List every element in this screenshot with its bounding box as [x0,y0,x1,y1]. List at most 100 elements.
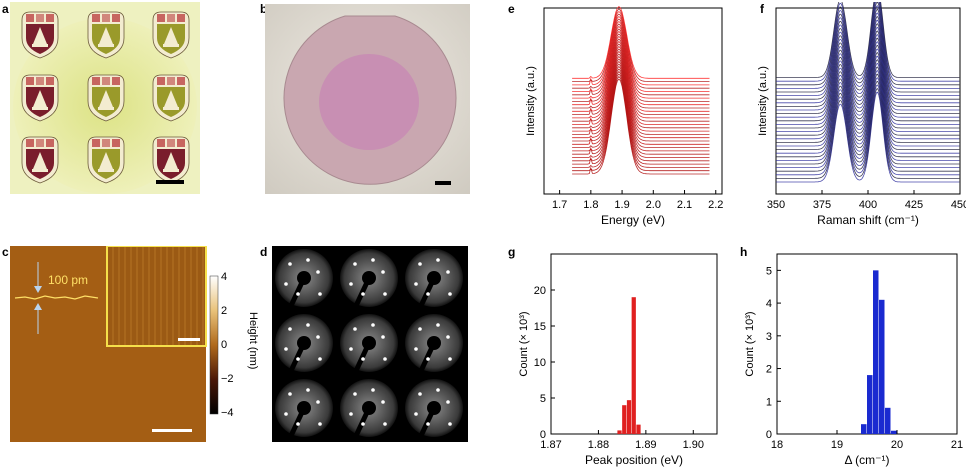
y-tick-label: 4 [766,298,772,310]
raman-spectrum-line [776,66,960,158]
logo-array-image [10,2,200,194]
pl-spectrum-line [572,55,710,145]
raman-spectrum-line [776,48,960,140]
pl-spectrum-line [572,73,710,168]
histogram-bar [617,430,622,434]
x-tick-label: 1.8 [583,199,598,211]
afm-height-map: 100 pm 4 2 0 −2 −4 Height (nm) [10,245,259,442]
histogram-bar [626,400,632,434]
scale-bar [435,181,451,185]
histogram-bar [861,424,867,434]
pl-spectrum-line [572,33,710,115]
pl-spectrum-line [572,18,710,96]
x-tick-label: 1.90 [683,439,704,451]
colorbar [209,275,219,415]
y-tick-label: 15 [534,321,546,333]
pl-spectrum-line [572,23,710,102]
y-tick-label: 5 [540,393,546,405]
panel-label-f: f [760,2,764,16]
x-axis-label: Raman shift (cm⁻¹) [817,213,919,227]
raman-spectrum-line [776,26,960,118]
pl-spectrum-line [572,8,710,82]
raman-spectrum-line [776,52,960,143]
x-axis-label: Energy (eV) [601,213,665,227]
chart-e: 1.7 1.8 1.9 2.0 2.1 2.2 Energy (eV) Intensity (… [525,5,723,227]
pl-spectrum-line [572,63,710,155]
x-tick-label: 450 [951,199,966,211]
y-tick-label: 0 [540,429,546,441]
x-tick-label: 1.89 [635,439,656,451]
colorbar-tick-neg2: −2 [221,373,234,385]
panel-label-d: d [260,245,268,259]
colorbar-tick-2: 2 [221,305,227,317]
diffraction-tile [405,249,463,310]
diffraction-pattern-grid [272,246,468,442]
x-tick-label: 2.2 [708,199,723,211]
pl-spectrum-line [572,68,710,162]
raman-spectrum-line [776,37,960,129]
pl-spectrum-line [572,15,710,92]
x-tick-label: 2.0 [646,199,661,211]
raman-spectrum-line [776,30,960,122]
raman-spectrum-line [776,0,960,78]
raman-spectrum-line [776,73,960,165]
x-tick-label: 21 [951,439,963,451]
pl-spectrum-line [572,5,710,79]
shield-logo-icon [152,136,190,184]
histogram-bar [891,430,897,434]
panel-f-raman-spectra: 350 375 400 425 450 Raman shift (cm⁻¹) Intensi… [740,0,969,237]
diffraction-tile [405,314,463,375]
pl-spectrum-line [572,75,710,172]
shield-logo-icon [21,11,59,59]
pl-spectrum-line [572,43,710,129]
x-tick-label: 18 [771,439,783,451]
raman-spectrum-line [776,0,960,82]
raman-spectrum-line [776,1,960,93]
diffraction-tile [275,379,333,440]
raman-spectrum-line [776,59,960,150]
x-tick-label: 1.7 [552,199,567,211]
shield-logo-icon [152,74,190,122]
panel-d-diffraction-grid [272,246,468,442]
x-tick-label: 375 [813,199,831,211]
panel-e-pl-spectra: 1.7 1.8 1.9 2.0 2.1 2.2 Energy (eV) Intensity (… [508,2,730,237]
x-tick-label: 2.1 [677,199,692,211]
pl-spectrum-line [572,38,710,122]
x-tick-label: 425 [905,199,923,211]
histogram-bar [879,299,885,434]
pl-spectrum-line [572,20,710,99]
diffraction-tile [275,314,333,375]
x-tick-label: 400 [859,199,877,211]
y-axis-label: Count (× 10³) [744,311,756,376]
chart-h: 18 19 20 21 0 1 2 3 4 5 Δ (cm⁻¹) Count (× 10³) [744,253,963,467]
raman-spectrum-line [776,70,960,161]
panel-b-wafer-photo [265,4,470,194]
shield-logo-icon [21,136,59,184]
pl-spectrum-line [572,60,710,152]
histogram-bar [636,424,641,434]
x-tick-label: 350 [767,199,785,211]
raman-spectrum-line [776,55,960,147]
shield-logo-icon [87,136,125,184]
panel-h-histogram: 18 19 20 21 0 1 2 3 4 5 Δ (cm⁻¹) Count (× 10³) [735,246,967,468]
raman-spectrum-line [776,34,960,125]
y-tick-label: 3 [766,331,772,343]
y-tick-label: 20 [534,285,546,297]
pl-spectrum-line [572,53,710,142]
shield-logo-icon [87,11,125,59]
y-tick-label: 5 [766,265,772,277]
y-axis-label: Intensity (a.u.) [525,66,537,136]
panel-label-h: h [740,245,748,259]
pl-spectrum-line [572,50,710,139]
panel-g-histogram: 1.87 1.88 1.89 1.90 0 5 10 15 20 Peak position (e… [505,246,727,468]
pl-spectrum-line [572,78,710,175]
shield-logo-icon [152,11,190,59]
colorbar-tick-0: 0 [221,339,227,351]
pl-spectrum-line [572,30,710,112]
shield-logo-icon [21,74,59,122]
y-axis-label: Intensity (a.u.) [757,66,769,136]
raman-spectrum-line [776,0,960,89]
y-tick-label: 1 [766,396,772,408]
y-axis-label: Count (× 10³) [518,311,530,376]
diffraction-tile [405,379,463,440]
